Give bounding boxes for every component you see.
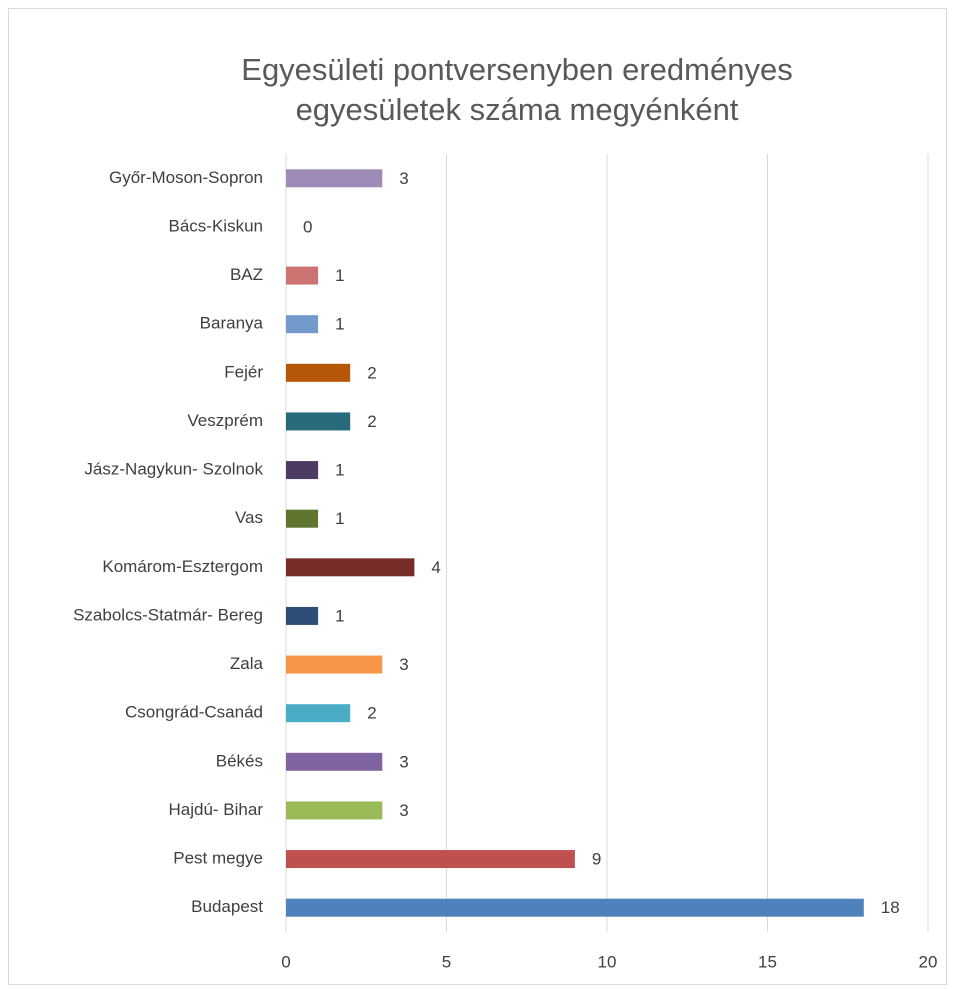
y-tick-label: Békés <box>216 751 263 770</box>
bar <box>286 704 351 723</box>
bar <box>286 850 575 869</box>
y-tick-label: Győr-Moson-Sopron <box>109 168 263 187</box>
bar <box>286 412 351 431</box>
bar <box>286 461 319 480</box>
y-tick-label: Bács-Kiskun <box>169 216 263 235</box>
y-tick-label: Jász-Nagykun- Szolnok <box>84 460 263 479</box>
value-label: 4 <box>431 558 440 577</box>
y-tick-label: Hajdú- Bihar <box>169 800 264 819</box>
value-label: 1 <box>335 509 344 528</box>
chart-frame <box>8 8 947 985</box>
y-tick-label: Vas <box>235 508 263 527</box>
value-label: 2 <box>367 412 376 431</box>
bar <box>286 655 383 674</box>
value-label: 9 <box>592 850 601 869</box>
value-label: 2 <box>367 704 376 723</box>
x-tick-label: 10 <box>598 952 617 971</box>
value-label: 3 <box>399 801 408 820</box>
bar <box>286 169 383 188</box>
x-tick-label: 5 <box>442 952 451 971</box>
chart-title: egyesületek száma megyénként <box>296 92 739 127</box>
value-label: 2 <box>367 363 376 382</box>
value-label: 1 <box>335 461 344 480</box>
x-tick-label: 0 <box>281 952 290 971</box>
chart-title: Egyesületi pontversenyben eredményes <box>241 52 792 87</box>
value-label: 1 <box>335 606 344 625</box>
y-tick-label: Baranya <box>200 314 264 333</box>
value-label: 1 <box>335 266 344 285</box>
bar <box>286 363 351 382</box>
value-label: 3 <box>399 169 408 188</box>
y-tick-label: Csongrád-Csanád <box>125 703 263 722</box>
bar <box>286 752 383 771</box>
bar <box>286 898 864 917</box>
bar <box>286 606 319 625</box>
value-label: 0 <box>303 217 312 236</box>
bar <box>286 558 415 577</box>
x-tick-label: 15 <box>758 952 777 971</box>
bar <box>286 509 319 528</box>
value-label: 3 <box>399 655 408 674</box>
value-label: 3 <box>399 752 408 771</box>
bar <box>286 801 383 820</box>
y-tick-label: Budapest <box>191 897 263 916</box>
y-tick-label: Zala <box>230 654 264 673</box>
y-tick-label: Szabolcs-Statmár- Bereg <box>73 605 263 624</box>
y-tick-label: Komárom-Esztergom <box>102 557 263 576</box>
value-label: 18 <box>881 898 900 917</box>
y-tick-label: Pest megye <box>173 849 263 868</box>
x-tick-label: 20 <box>919 952 938 971</box>
bar <box>286 266 319 285</box>
y-tick-label: Fejér <box>224 362 263 381</box>
y-tick-label: Veszprém <box>187 411 263 430</box>
bar <box>286 315 319 334</box>
value-label: 1 <box>335 315 344 334</box>
y-tick-label: BAZ <box>230 265 263 284</box>
